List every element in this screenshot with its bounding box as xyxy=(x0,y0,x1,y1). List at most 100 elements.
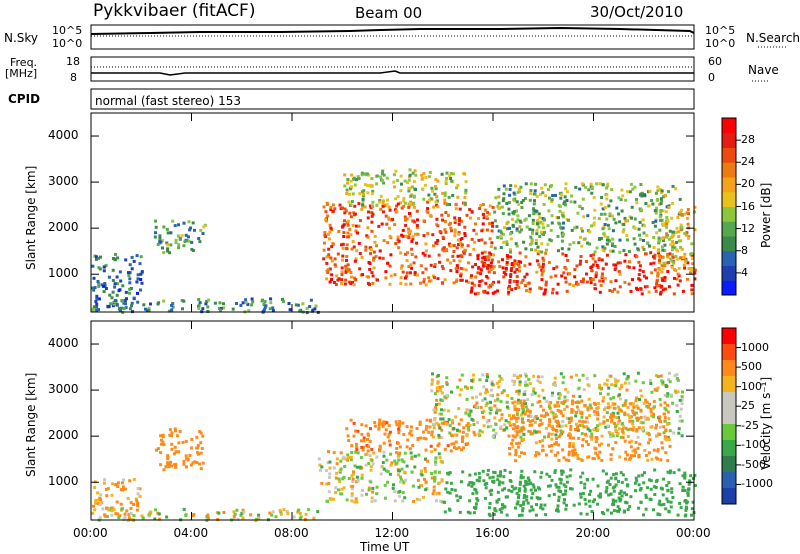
data-cell xyxy=(339,451,343,455)
data-cell xyxy=(663,279,667,283)
data-cell xyxy=(459,278,463,282)
data-cell xyxy=(628,505,632,509)
data-cell xyxy=(611,414,615,418)
data-cell xyxy=(397,473,400,477)
data-cell xyxy=(550,437,554,441)
data-cell xyxy=(631,402,635,406)
data-cell xyxy=(663,393,667,397)
data-cell xyxy=(520,513,524,517)
data-cell xyxy=(616,379,620,383)
data-cell xyxy=(600,258,604,262)
data-cell xyxy=(634,379,638,383)
data-cell xyxy=(485,390,489,394)
data-cell xyxy=(665,422,669,426)
data-cell xyxy=(335,462,339,466)
data-cell xyxy=(366,275,370,279)
data-cell xyxy=(347,200,351,204)
data-cell xyxy=(564,458,568,462)
data-cell xyxy=(180,299,184,302)
data-cell xyxy=(648,497,652,501)
data-cell xyxy=(97,308,100,312)
colorbar-tick-label: 500 xyxy=(741,360,762,374)
data-cell xyxy=(564,280,568,284)
data-cell xyxy=(565,405,569,409)
data-cell xyxy=(271,309,275,313)
data-cell xyxy=(675,377,679,380)
data-cell xyxy=(651,221,655,224)
colorbar-tick-label: -500 xyxy=(741,457,766,471)
data-cell xyxy=(649,262,653,266)
data-cell xyxy=(331,203,335,207)
data-cell xyxy=(562,375,566,379)
data-cell xyxy=(623,403,627,407)
data-cell xyxy=(537,394,541,398)
data-cell xyxy=(618,492,622,496)
data-cell xyxy=(666,410,670,414)
data-cell xyxy=(386,198,389,202)
data-cell xyxy=(652,485,656,489)
data-cell xyxy=(572,503,576,507)
data-cell xyxy=(556,419,560,423)
data-cell xyxy=(659,202,663,206)
data-cell xyxy=(658,218,662,222)
data-cell xyxy=(583,498,587,501)
data-cell xyxy=(482,255,486,259)
data-cell xyxy=(454,415,458,419)
data-cell xyxy=(412,202,416,206)
data-cell xyxy=(478,207,482,210)
data-cell xyxy=(497,201,501,205)
data-cell xyxy=(622,372,626,376)
data-cell xyxy=(472,482,476,485)
data-cell xyxy=(657,502,661,506)
data-cell xyxy=(601,279,605,283)
data-cell xyxy=(671,245,675,249)
data-cell xyxy=(592,428,596,432)
data-cell xyxy=(597,494,601,498)
data-cell xyxy=(568,436,572,440)
data-cell xyxy=(635,197,638,201)
data-cell xyxy=(399,266,403,270)
data-cell xyxy=(360,476,364,480)
data-cell xyxy=(606,184,610,188)
data-cell xyxy=(568,474,572,478)
data-cell xyxy=(569,468,573,472)
data-cell xyxy=(615,206,619,210)
data-cell xyxy=(170,303,174,307)
data-cell xyxy=(492,428,496,432)
data-cell xyxy=(535,270,539,274)
data-cell xyxy=(338,203,342,207)
data-cell xyxy=(495,381,499,385)
data-cell xyxy=(274,515,278,519)
data-cell xyxy=(530,248,533,252)
data-cell xyxy=(523,412,527,416)
data-cell xyxy=(373,499,377,503)
data-cell xyxy=(497,497,501,501)
data-cell xyxy=(665,222,669,226)
data-cell xyxy=(508,414,511,417)
data-cell xyxy=(534,248,538,252)
data-cell xyxy=(120,507,124,511)
data-cell xyxy=(624,500,628,504)
data-cell xyxy=(544,280,548,284)
data-cell xyxy=(323,231,327,234)
data-cell xyxy=(648,189,652,193)
data-cell xyxy=(601,399,605,403)
data-cell xyxy=(595,182,599,186)
data-cell xyxy=(460,237,464,240)
data-cell xyxy=(349,458,353,462)
data-cell xyxy=(167,465,171,469)
data-cell xyxy=(161,433,165,437)
data-cell xyxy=(430,389,434,393)
data-cell xyxy=(604,262,608,266)
data-cell xyxy=(509,232,513,236)
data-cell xyxy=(396,235,400,239)
data-cell xyxy=(636,371,640,375)
data-cell xyxy=(434,460,438,464)
data-cell xyxy=(585,440,588,444)
data-cell xyxy=(441,247,445,251)
data-cell xyxy=(386,480,390,484)
data-cell xyxy=(164,465,168,469)
data-cell xyxy=(548,444,551,448)
data-cell xyxy=(285,509,289,513)
data-cell xyxy=(593,374,597,378)
